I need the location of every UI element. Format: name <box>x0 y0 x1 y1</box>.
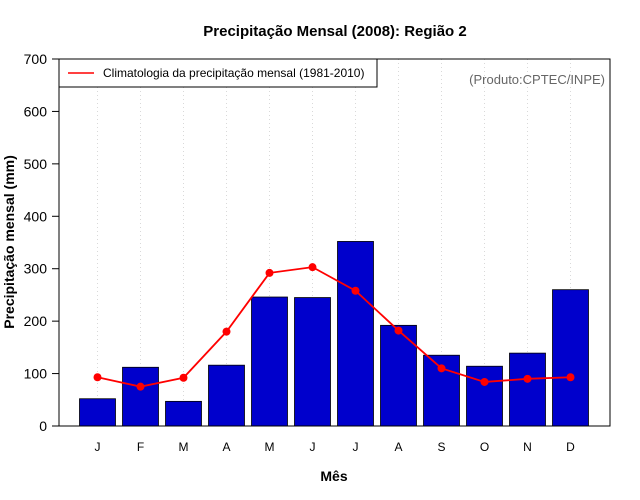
x-tick-label: F <box>137 440 144 454</box>
x-tick-label: A <box>394 440 402 454</box>
climatology-line <box>93 263 575 391</box>
x-tick-label: M <box>179 440 189 454</box>
climatology-point <box>179 373 188 382</box>
x-tick-label: J <box>353 440 359 454</box>
climatology-point <box>93 373 102 382</box>
x-tick-label: S <box>437 440 445 454</box>
y-tick-label: 600 <box>24 103 48 119</box>
x-tick-label: J <box>95 440 101 454</box>
x-tick-label: J <box>310 440 316 454</box>
bar <box>552 289 589 427</box>
climatology-point <box>265 268 274 277</box>
legend-label: Climatologia da precipitação mensal (198… <box>103 66 364 80</box>
climatology-point <box>480 377 489 386</box>
bar <box>509 352 546 427</box>
y-tick-label: 700 <box>24 51 48 67</box>
y-tick-label: 400 <box>24 208 48 224</box>
climatology-point <box>136 382 145 391</box>
bar <box>208 364 245 427</box>
bar <box>294 297 331 427</box>
y-tick-label: 200 <box>24 313 48 329</box>
x-tick-label: A <box>222 440 230 454</box>
bar <box>122 366 159 427</box>
climatology-point <box>308 263 317 272</box>
y-axis: 0 100 200 300 400 500 600 700 <box>24 51 59 434</box>
y-tick-label: 500 <box>24 156 48 172</box>
x-tick-label: D <box>566 440 575 454</box>
bar <box>337 241 374 427</box>
climatology-point <box>351 286 360 295</box>
climatology-point <box>394 326 403 335</box>
climatology-polyline <box>97 266 571 388</box>
x-axis-title: Mês <box>320 468 347 484</box>
credit-annotation: (Produto:CPTEC/INPE) <box>469 72 605 87</box>
bar <box>79 398 116 427</box>
climatology-point <box>566 373 575 382</box>
bars <box>79 241 589 427</box>
x-tick-label: O <box>480 440 489 454</box>
chart-title: Precipitação Mensal (2008): Região 2 <box>203 23 466 40</box>
y-axis-title: Precipitação mensal (mm) <box>1 155 17 329</box>
y-tick-label: 0 <box>39 418 47 434</box>
climatology-point <box>523 374 532 383</box>
x-tick-label: M <box>265 440 275 454</box>
legend-box <box>58 58 378 88</box>
bar <box>466 365 503 427</box>
legend: Climatologia da precipitação mensal (198… <box>58 58 378 88</box>
x-tick-label: N <box>523 440 532 454</box>
climatology-point <box>222 327 231 336</box>
bar <box>251 296 288 427</box>
y-tick-label: 300 <box>24 261 48 277</box>
climatology-point <box>437 364 446 373</box>
bar <box>380 324 417 427</box>
y-tick-label: 100 <box>24 366 48 382</box>
bar <box>165 400 202 427</box>
